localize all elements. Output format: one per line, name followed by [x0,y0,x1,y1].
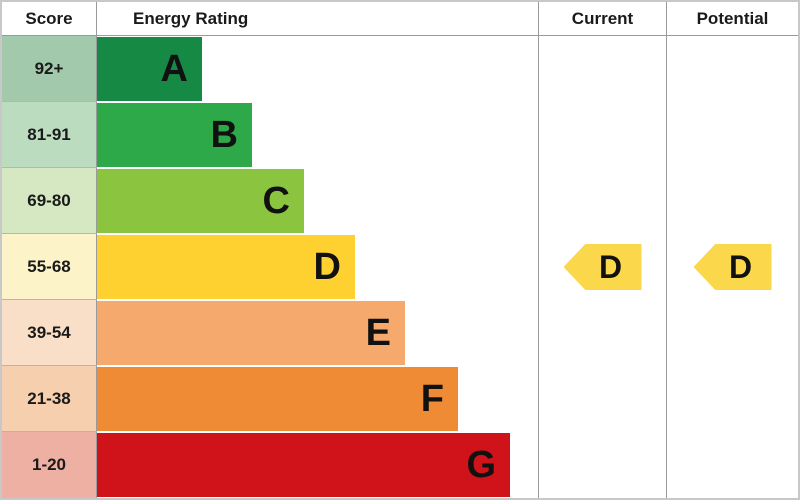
score-range-label: 21-38 [27,388,71,408]
current-cell-d: D [538,234,666,300]
band-letter: E [365,312,391,354]
score-range-label: 39-54 [27,322,71,342]
band-letter: F [420,378,444,420]
bar-area-b: B [97,102,538,168]
score-range-label: 92+ [34,58,64,78]
score-cell-a: 92+ [2,36,97,102]
potential-column-header: Potential [666,2,798,35]
rating-bar-f: F [97,367,458,431]
rating-bar-e: E [97,301,405,365]
current-cell-e [538,300,666,366]
energy-rating-column-header: Energy Rating [133,8,249,28]
potential-cell-d: D [666,234,798,300]
score-cell-f: 21-38 [2,366,97,432]
band-row-g: 1-20 G [2,432,798,498]
score-range-label: 69-80 [27,190,71,210]
score-column-header: Score [2,2,97,35]
band-row-e: 39-54 E [2,300,798,366]
current-cell-b [538,102,666,168]
band-row-d: 55-68 D D D [2,234,798,300]
band-row-c: 69-80 C [2,168,798,234]
current-cell-a [538,36,666,102]
band-letter: A [160,48,188,90]
current-column-header: Current [538,2,666,35]
bar-area-c: C [97,168,538,234]
score-range-label: 55-68 [27,256,71,276]
band-letter: B [210,114,238,156]
current-cell-c [538,168,666,234]
potential-rating-arrow: D [693,244,772,290]
bar-area-g: G [97,432,538,498]
current-cell-g [538,432,666,498]
potential-cell-e [666,300,798,366]
band-rows: 92+ A 81-91 B 69-80 C 55-68 D D D 39-54 E 21-38 F 1-20… [2,36,798,498]
score-cell-d: 55-68 [2,234,97,300]
potential-cell-g [666,432,798,498]
current-cell-f [538,366,666,432]
score-cell-e: 39-54 [2,300,97,366]
score-cell-b: 81-91 [2,102,97,168]
rating-bar-c: C [97,169,304,233]
bar-area-e: E [97,300,538,366]
potential-cell-b [666,102,798,168]
potential-cell-a [666,36,798,102]
current-rating-arrow-letter: D [598,249,623,285]
band-row-b: 81-91 B [2,102,798,168]
score-cell-g: 1-20 [2,432,97,498]
band-letter: C [262,180,290,222]
band-row-a: 92+ A [2,36,798,102]
potential-cell-c [666,168,798,234]
bar-area-d: D [97,234,538,300]
potential-cell-f [666,366,798,432]
band-row-f: 21-38 F [2,366,798,432]
band-letter: G [466,444,496,486]
rating-bar-d: D [97,235,355,299]
bar-area-a: A [97,36,538,102]
current-rating-arrow: D [563,244,642,290]
bar-area-f: F [97,366,538,432]
rating-bar-a: A [97,37,202,101]
rating-bar-g: G [97,433,510,497]
score-range-label: 81-91 [27,124,71,144]
rating-bar-b: B [97,103,252,167]
potential-rating-arrow-letter: D [728,249,753,285]
band-letter: D [313,246,341,288]
score-cell-c: 69-80 [2,168,97,234]
score-range-label: 1-20 [31,455,67,474]
chart-header: Score Energy Rating Current Potential [2,2,798,36]
